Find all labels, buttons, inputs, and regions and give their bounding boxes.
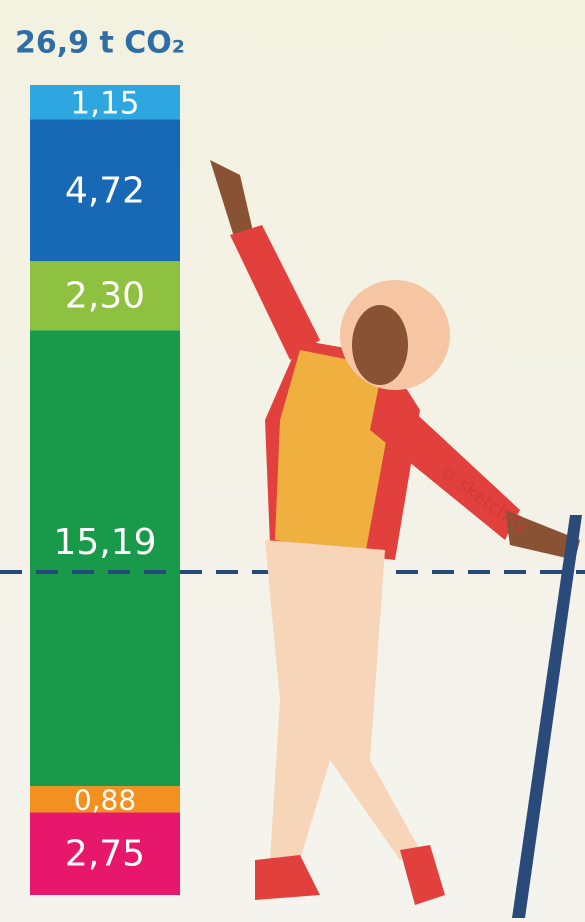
value-label: 1,15: [70, 85, 139, 121]
title: 26,9 t CO₂: [15, 26, 185, 61]
value-label: 2,75: [65, 834, 145, 875]
value-label: 2,30: [65, 276, 145, 317]
value-label: 4,72: [65, 170, 145, 211]
infographic: 26,9 t CO₂ 2,750,8815,192,304,721,15 © s…: [0, 0, 585, 922]
stacked-bar: 2,75 0,88 15,19 2,30 4,72 1,15: [30, 85, 180, 895]
value-label: 15,19: [53, 522, 156, 563]
value-label: 0,88: [74, 783, 136, 816]
